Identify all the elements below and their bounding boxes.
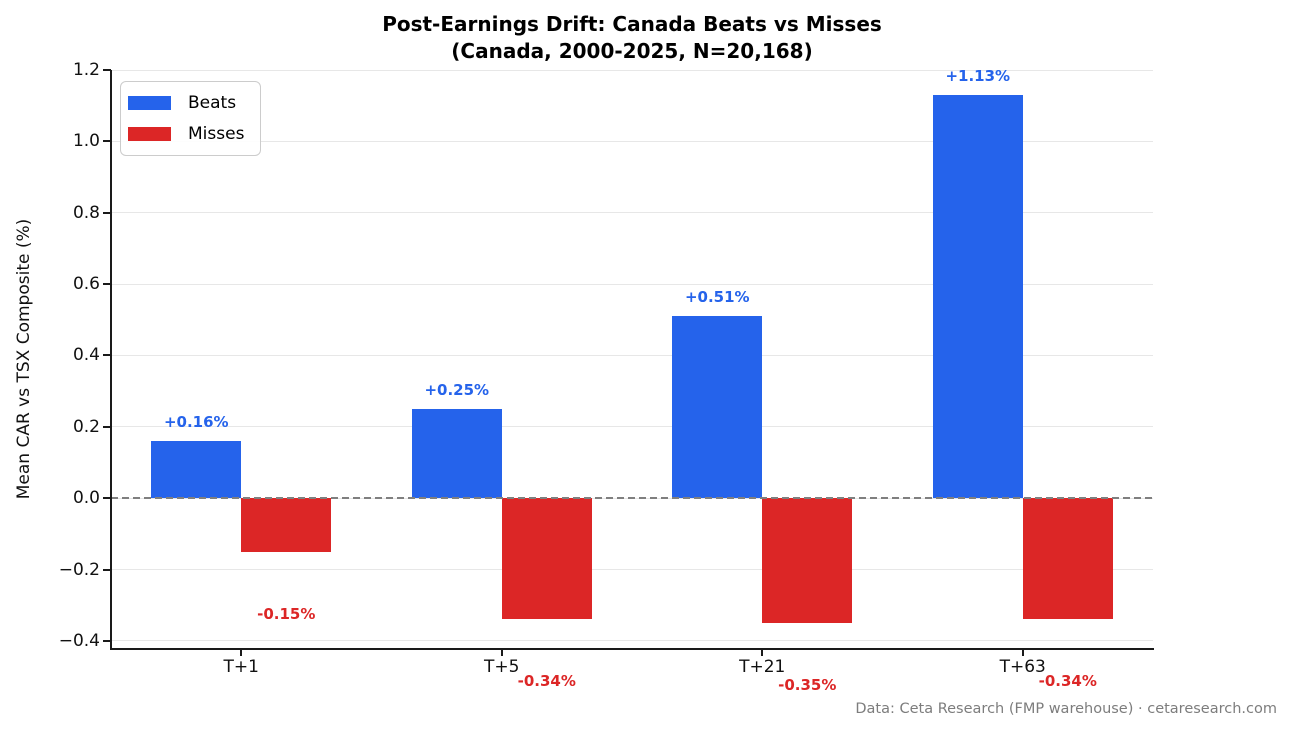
y-tick-mark [103, 140, 111, 143]
y-tick-mark [103, 568, 111, 571]
y-gridline [111, 426, 1153, 428]
x-tick-mark [240, 648, 243, 656]
beats-bar [672, 316, 763, 499]
zero-baseline [111, 497, 1153, 500]
x-tick-label: T+1 [223, 657, 259, 677]
misses-bar [762, 498, 853, 624]
beats-bar [932, 94, 1023, 499]
y-gridline [111, 354, 1153, 356]
beats-swatch-icon [128, 96, 171, 110]
y-tick-mark [103, 639, 111, 642]
misses-bar [501, 498, 592, 620]
chart-title-line1: Post-Earnings Drift: Canada Beats vs Mis… [382, 12, 882, 36]
chart-title-line2: (Canada, 2000-2025, N=20,168) [451, 39, 813, 63]
y-gridline [111, 69, 1153, 71]
y-tick-label: 0.0 [72, 488, 100, 509]
y-tick-label: 0.6 [72, 274, 100, 295]
y-tick-label: −0.2 [58, 559, 100, 580]
x-tick-label: T+5 [484, 657, 520, 677]
misses-value-label: -0.35% [778, 676, 837, 695]
beats-value-label: +0.16% [163, 413, 229, 432]
chart-title: Post-Earnings Drift: Canada Beats vs Mis… [111, 11, 1153, 65]
beats-value-label: +0.25% [424, 380, 490, 399]
y-tick-label: 1.2 [72, 60, 100, 80]
y-tick-mark [103, 211, 111, 214]
legend-label-beats: Beats [188, 93, 237, 113]
beats-bar [151, 441, 242, 499]
x-tick-label: T+63 [999, 657, 1046, 677]
y-tick-mark [103, 283, 111, 286]
misses-value-label: -0.34% [517, 672, 576, 691]
misses-value-label: -0.34% [1038, 672, 1097, 691]
misses-swatch-icon [128, 127, 171, 141]
y-tick-mark [103, 69, 111, 71]
misses-value-label: -0.15% [257, 604, 316, 623]
y-tick-label: 0.4 [72, 345, 100, 366]
x-tick-label: T+21 [739, 657, 786, 677]
x-tick-mark [1021, 648, 1024, 656]
misses-bar [1022, 498, 1113, 620]
data-source-note: Data: Ceta Research (FMP warehouse) · ce… [855, 701, 1277, 717]
x-tick-mark [500, 648, 503, 656]
x-axis-spine [110, 648, 1154, 650]
legend-item-beats: Beats [128, 91, 244, 115]
beats-value-label: +1.13% [945, 66, 1011, 85]
y-axis-spine [110, 70, 112, 650]
y-gridline [111, 283, 1153, 285]
y-gridline [111, 140, 1153, 142]
x-tick-mark [761, 648, 764, 656]
misses-bar [241, 498, 332, 552]
y-axis-label: Mean CAR vs TSX Composite (%) [14, 218, 34, 500]
y-gridline [111, 212, 1153, 214]
legend-label-misses: Misses [188, 124, 245, 144]
beats-value-label: +0.51% [684, 288, 750, 307]
y-tick-label: 1.0 [72, 131, 100, 152]
y-tick-label: 0.2 [72, 416, 100, 437]
y-gridline [111, 640, 1153, 642]
y-gridline [111, 569, 1153, 570]
legend: Beats Misses [120, 81, 262, 156]
y-tick-label: 0.8 [72, 202, 100, 223]
y-tick-mark [103, 354, 111, 357]
y-tick-mark [103, 425, 111, 428]
y-tick-mark [103, 497, 111, 500]
beats-bar [411, 408, 502, 499]
legend-item-misses: Misses [128, 122, 244, 146]
y-tick-label: −0.4 [58, 630, 100, 651]
